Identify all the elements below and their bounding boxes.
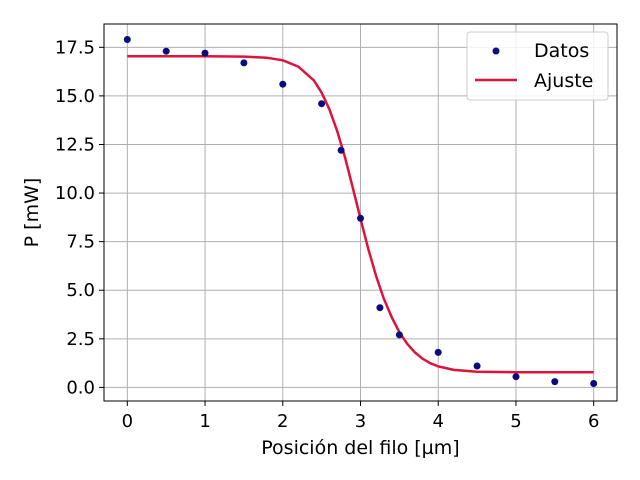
x-tick-label: 6 [588, 411, 599, 432]
y-tick-label: 5.0 [66, 280, 95, 301]
x-tick-label: 2 [277, 411, 288, 432]
x-axis-label: Posición del filo [µm] [261, 437, 459, 459]
axis-ticks: 0 1 2 3 4 5 6 0.0 2.5 5.0 7.5 10.0 12.5 15.0 17.5 [55, 37, 599, 432]
plot-area [123, 36, 598, 387]
data-point [201, 49, 209, 57]
y-tick-label: 0.0 [66, 377, 95, 398]
data-point [318, 100, 326, 108]
data-point [376, 304, 384, 312]
x-tick-label: 0 [122, 411, 133, 432]
legend-marker-datos [492, 47, 500, 55]
data-point [357, 214, 364, 222]
data-point [473, 362, 481, 370]
y-tick-label: 7.5 [66, 232, 95, 253]
y-tick-label: 10.0 [55, 183, 95, 204]
x-tick-label: 3 [355, 411, 366, 432]
y-axis-label: P [mW] [21, 178, 43, 248]
legend-box [466, 31, 609, 101]
data-point [240, 59, 248, 67]
data-point [590, 380, 598, 387]
x-tick-label: 5 [510, 411, 521, 432]
legend-label-ajuste: Ajuste [534, 70, 593, 92]
data-point [279, 80, 287, 88]
legend: Datos Ajuste [466, 31, 609, 101]
data-point [337, 146, 345, 154]
data-point [162, 47, 170, 55]
data-point [434, 348, 442, 356]
y-tick-label: 15.0 [55, 86, 95, 107]
legend-label-datos: Datos [534, 40, 589, 62]
data-point [551, 378, 559, 386]
data-point [123, 36, 131, 43]
x-tick-label: 4 [433, 411, 444, 432]
fit-line [127, 55, 594, 374]
data-point [512, 373, 520, 381]
data-point [395, 331, 403, 339]
y-tick-label: 12.5 [55, 134, 95, 155]
y-tick-label: 2.5 [66, 329, 95, 350]
x-tick-label: 1 [199, 411, 210, 432]
y-tick-label: 17.5 [55, 37, 95, 58]
